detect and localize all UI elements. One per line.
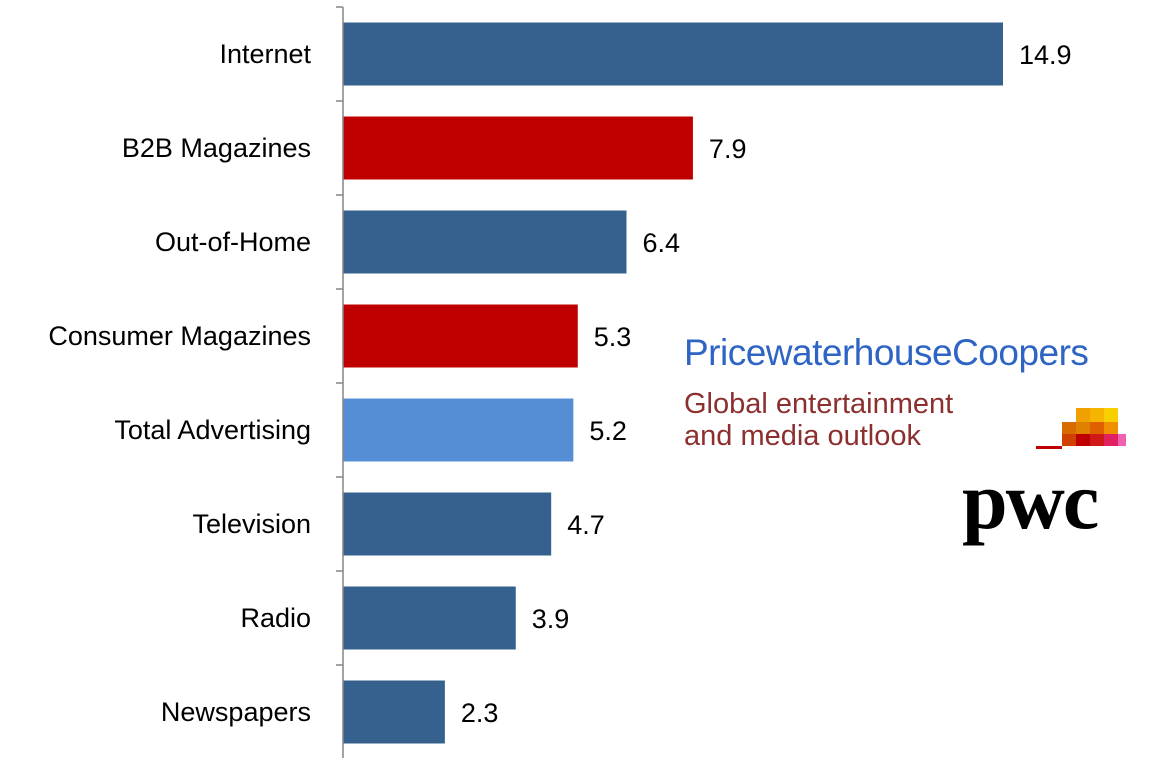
category-labels: Internet B2B Magazines Out-of-Home Consumer… — [48, 39, 311, 727]
value-label: 5.3 — [594, 322, 632, 352]
bar-total-advertising — [343, 398, 574, 462]
bar-newspapers — [343, 680, 445, 744]
tagline: Global entertainment and media outlook — [684, 388, 953, 452]
value-label: 5.2 — [589, 416, 627, 446]
value-label: 6.4 — [642, 228, 680, 258]
category-label: Internet — [219, 39, 311, 69]
brand-name: PricewaterhouseCoopers — [684, 332, 1089, 373]
category-axis — [336, 6, 344, 758]
category-label: Radio — [240, 603, 311, 633]
bars-group — [343, 22, 1003, 744]
tagline-line-1: Global entertainment — [684, 388, 954, 420]
bar-internet — [343, 22, 1003, 86]
category-label: Newspapers — [161, 697, 311, 727]
category-label: Television — [192, 509, 311, 539]
category-label: Total Advertising — [114, 415, 311, 445]
pwc-wordmark: pwc — [962, 455, 1099, 546]
category-label: Consumer Magazines — [48, 321, 311, 351]
bar-television — [343, 492, 552, 556]
bar-b2b-magazines — [343, 116, 693, 180]
pwc-logo: PricewaterhouseCoopers Global entertainm… — [684, 332, 1168, 542]
value-label: 14.9 — [1019, 40, 1072, 70]
value-label: 7.9 — [709, 134, 747, 164]
tagline-line-2: and media outlook — [684, 420, 921, 452]
bar-out-of-home — [343, 210, 627, 274]
value-label: 2.3 — [461, 698, 499, 728]
value-label: 3.9 — [532, 604, 570, 634]
bar-radio — [343, 586, 516, 650]
bar-consumer-magazines — [343, 304, 578, 368]
category-label: B2B Magazines — [122, 133, 311, 163]
value-labels: 14.9 7.9 6.4 5.3 5.2 4.7 3.9 2.3 — [461, 40, 1072, 728]
value-label: 4.7 — [567, 510, 605, 540]
category-label: Out-of-Home — [155, 227, 311, 257]
pwc-squares-icon — [1036, 408, 1126, 449]
